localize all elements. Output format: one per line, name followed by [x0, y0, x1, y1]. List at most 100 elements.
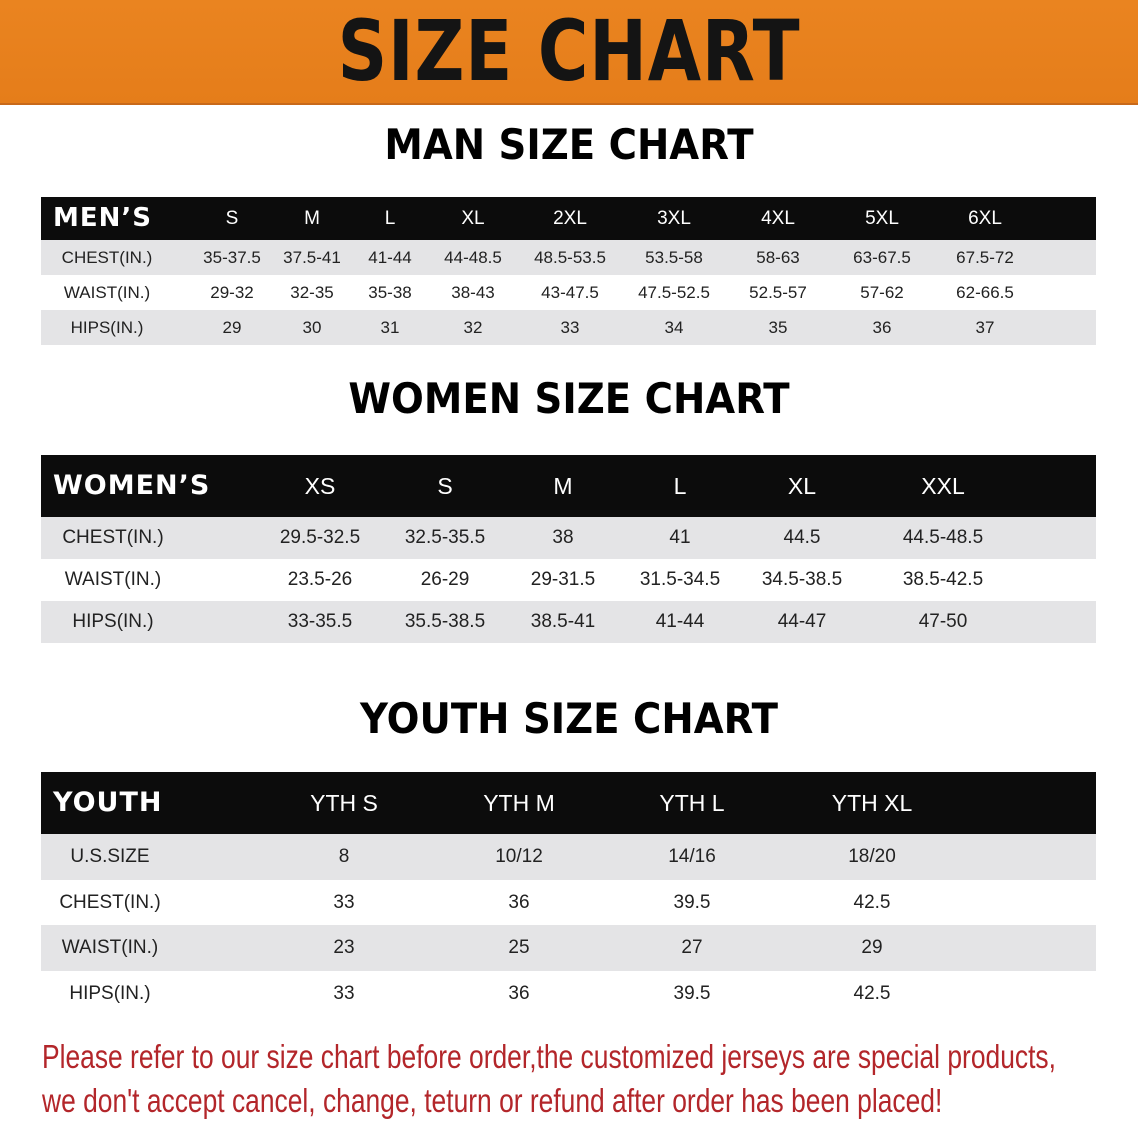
measurement-cell: 29 [861, 937, 883, 958]
size-header: 5XL [865, 208, 899, 229]
youth-header-row: YOUTH YTH S YTH M YTH L YTH XL [41, 772, 1096, 834]
row-label: HIPS(IN.) [69, 982, 151, 1004]
measurement-cell: 34 [664, 318, 684, 337]
table-row: CHEST(IN.) 35-37.5 37.5-41 41-44 44-48.5 48.5… [41, 240, 1096, 275]
measurement-cell: 35 [768, 318, 788, 337]
measurement-cell: 36 [872, 318, 892, 337]
size-header: XL [787, 473, 817, 499]
measurement-cell: 39.5 [673, 982, 711, 1004]
measurement-cell: 23 [333, 937, 355, 958]
size-header: YTH S [310, 790, 378, 816]
row-label: U.S.SIZE [70, 846, 150, 867]
row-label: HIPS(IN.) [70, 318, 144, 337]
measurement-cell: 32-35 [290, 283, 334, 302]
measurement-cell: 44-48.5 [444, 248, 502, 267]
measurement-cell: 44-47 [777, 611, 827, 632]
measurement-cell: 39.5 [673, 891, 711, 913]
measurement-cell: 37 [975, 318, 995, 337]
size-header: L [384, 208, 396, 229]
measurement-cell: 58-63 [756, 248, 800, 267]
measurement-cell: 57-62 [860, 283, 904, 302]
notice-line-1: Please refer to our size chart before or… [42, 1038, 1056, 1075]
banner-title: SIZE CHART [337, 2, 801, 100]
measurement-cell: 41 [669, 527, 691, 548]
measurement-cell: 47-50 [918, 611, 968, 632]
row-label: CHEST(IN.) [62, 527, 164, 548]
table-row: HIPS(IN.) 29 30 31 32 33 34 35 36 37 [41, 310, 1096, 345]
measurement-cell: 48.5-53.5 [534, 248, 606, 267]
measurement-cell: 63-67.5 [853, 248, 911, 267]
measurement-cell: 38-43 [451, 283, 495, 302]
measurement-cell: 33 [333, 891, 355, 913]
measurement-cell: 41-44 [655, 611, 705, 632]
men-header-label: MEN’S [53, 203, 152, 233]
size-header: M [304, 208, 320, 229]
size-header: S [225, 208, 239, 229]
measurement-cell: 35-38 [368, 283, 412, 302]
row-label: CHEST(IN.) [59, 891, 161, 913]
measurement-cell: 53.5-58 [645, 248, 703, 267]
measurement-cell: 29.5-32.5 [279, 527, 361, 548]
measurement-cell: 30 [302, 318, 322, 337]
measurement-cell: 36 [508, 891, 530, 913]
size-header: M [553, 473, 573, 499]
row-label: CHEST(IN.) [61, 248, 153, 267]
measurement-cell: 67.5-72 [956, 248, 1014, 267]
measurement-cell: 10/12 [495, 846, 543, 867]
measurement-cell: 62-66.5 [956, 283, 1014, 302]
row-label: WAIST(IN.) [61, 937, 159, 958]
size-header: YTH M [483, 790, 555, 816]
table-row: CHEST(IN.) 33 36 39.5 42.5 [41, 879, 1096, 925]
measurement-cell: 38 [552, 527, 574, 548]
measurement-cell: 52.5-57 [749, 283, 807, 302]
women-header-label: WOMEN’S [53, 470, 211, 501]
measurement-cell: 41-44 [368, 248, 412, 267]
measurement-cell: 44.5 [783, 527, 821, 548]
notice-line-2: we don't accept cancel, change, teturn o… [42, 1082, 943, 1119]
measurement-cell: 42.5 [853, 891, 891, 913]
measurement-cell: 35-37.5 [203, 248, 261, 267]
size-header: S [437, 473, 453, 499]
men-header-row: MEN’S S M L XL 2XL 3XL 4XL 5XL 6XL [41, 197, 1096, 240]
measurement-cell: 29 [222, 318, 242, 337]
measurement-cell: 29-31.5 [530, 569, 596, 590]
measurement-cell: 38.5-42.5 [902, 569, 984, 590]
measurement-cell: 47.5-52.5 [638, 283, 710, 302]
measurement-cell: 33 [333, 982, 355, 1004]
measurement-cell: 44.5-48.5 [902, 527, 984, 548]
size-header: 4XL [761, 208, 795, 229]
measurement-cell: 33-35.5 [287, 611, 353, 632]
measurement-cell: 18/20 [848, 846, 896, 867]
youth-section-title: YOUTH SIZE CHART [359, 694, 779, 743]
measurement-cell: 31 [380, 318, 400, 337]
measurement-cell: 35.5-38.5 [404, 611, 486, 632]
measurement-cell: 14/16 [668, 846, 716, 867]
size-header: XS [304, 473, 336, 499]
measurement-cell: 33 [560, 318, 580, 337]
youth-header-label: YOUTH [53, 787, 163, 818]
measurement-cell: 34.5-38.5 [761, 569, 843, 590]
table-row: U.S.SIZE 8 10/12 14/16 18/20 [41, 834, 1096, 880]
measurement-cell: 37.5-41 [283, 248, 341, 267]
measurement-cell: 38.5-41 [530, 611, 596, 632]
row-label: HIPS(IN.) [72, 611, 154, 632]
measurement-cell: 25 [508, 937, 530, 958]
size-header: 2XL [553, 208, 587, 229]
table-row: WAIST(IN.) 23.5-26 26-29 29-31.5 31.5-34.5 34… [41, 559, 1096, 601]
measurement-cell: 32.5-35.5 [404, 527, 486, 548]
size-header: 6XL [968, 208, 1002, 229]
measurement-cell: 32 [463, 318, 483, 337]
measurement-cell: 8 [338, 846, 350, 867]
row-label: WAIST(IN.) [64, 569, 162, 590]
table-row: WAIST(IN.) 23 25 27 29 [41, 925, 1096, 971]
table-row: CHEST(IN.) 29.5-32.5 32.5-35.5 38 41 44.5 44.5… [41, 517, 1096, 559]
measurement-cell: 42.5 [853, 982, 891, 1004]
size-header: 3XL [657, 208, 691, 229]
measurement-cell: 23.5-26 [287, 569, 353, 590]
row-label: WAIST(IN.) [63, 283, 151, 302]
size-header: XXL [921, 473, 965, 499]
measurement-cell: 31.5-34.5 [639, 569, 721, 590]
measurement-cell: 29-32 [210, 283, 254, 302]
measurement-cell: 36 [508, 982, 530, 1004]
women-section-title: WOMEN SIZE CHART [348, 374, 790, 423]
